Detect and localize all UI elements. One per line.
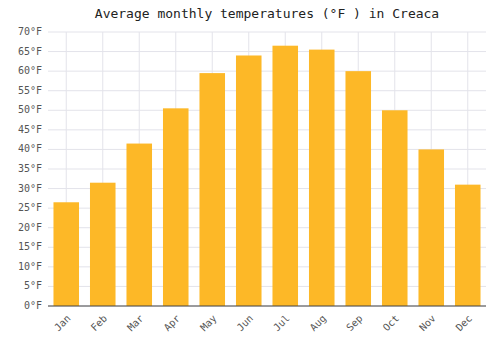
bar [418, 149, 444, 306]
bars [53, 46, 480, 306]
bar [90, 183, 116, 306]
bar [163, 108, 189, 306]
grid-line [48, 129, 486, 130]
y-tick-label: 15°F [18, 241, 42, 252]
bar [382, 110, 408, 306]
grid-line [48, 90, 486, 91]
y-tick-label: 20°F [18, 222, 42, 233]
x-tick-label: May [198, 313, 219, 334]
title: Average monthly temperatures (°F ) in Cr… [95, 6, 439, 21]
y-tick-label: 45°F [18, 124, 42, 135]
bar [199, 73, 225, 306]
chart: 0°F 5°F 10°F 15°F 20°F 25°F 30°F 35°F 40°F 45°F 50… [0, 0, 500, 350]
x-tick-label: Feb [89, 313, 110, 334]
bar [236, 55, 262, 306]
x-tick-label: Aug [308, 313, 329, 334]
x-axis-line [48, 306, 486, 307]
x-axis: Jan Feb Mar Apr May Jun Jul Aug Sep Oct Nov Dec [52, 313, 474, 334]
x-tick-label: Apr [162, 313, 183, 334]
grid-line [48, 110, 486, 111]
grid-line [48, 71, 486, 72]
y-tick-label: 35°F [18, 163, 42, 174]
x-tick-label: Jan [52, 313, 73, 334]
y-tick-label: 65°F [18, 46, 42, 57]
x-tick-label: Oct [381, 313, 402, 334]
x-tick-label: Jul [271, 313, 292, 334]
bar [126, 144, 152, 306]
y-tick-label: 55°F [18, 85, 42, 96]
bar [53, 202, 79, 306]
x-tick-label: Dec [454, 313, 475, 334]
y-tick-label: 25°F [18, 202, 42, 213]
y-tick-label: 50°F [18, 104, 42, 115]
y-axis: 0°F 5°F 10°F 15°F 20°F 25°F 30°F 35°F 40°F 45°F 50… [18, 26, 42, 311]
grid-line [48, 306, 486, 307]
bar [309, 50, 335, 306]
bar [345, 71, 371, 306]
bar [455, 185, 481, 306]
grid-line [48, 32, 486, 33]
grid [48, 32, 486, 306]
y-tick-label: 10°F [18, 261, 42, 272]
x-tick-label: Nov [417, 313, 438, 334]
y-tick-label: 5°F [24, 280, 42, 291]
y-tick-label: 40°F [18, 143, 42, 154]
x-tick-label: Mar [125, 313, 146, 334]
y-tick-label: 70°F [18, 26, 42, 37]
y-tick-label: 30°F [18, 183, 42, 194]
bar [272, 46, 298, 306]
grid-line [48, 51, 486, 52]
x-tick-label: Jun [235, 313, 256, 334]
y-tick-label: 60°F [18, 65, 42, 76]
y-tick-label: 0°F [24, 300, 42, 311]
x-tick-label: Sep [344, 313, 365, 334]
